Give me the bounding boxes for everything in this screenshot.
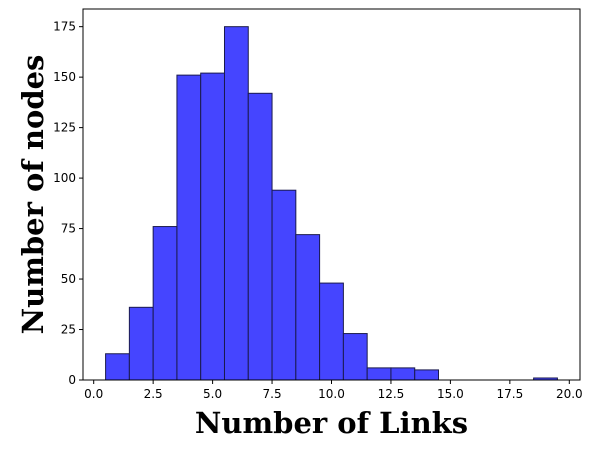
x-tick-label: 17.5 [496, 387, 523, 401]
x-tick-label: 15.0 [437, 387, 464, 401]
plot-frame [82, 8, 581, 381]
y-tick-label: 150 [53, 70, 76, 84]
x-axis-label: Number of Links [195, 406, 468, 440]
histogram-bar [247, 92, 273, 381]
y-axis-ticks: 0 25 50 75 100 125 150 175 [53, 20, 83, 387]
x-tick-label: 7.5 [263, 387, 282, 401]
y-tick-label: 0 [68, 373, 76, 387]
y-tick-label: 25 [61, 323, 76, 337]
bars-group [105, 26, 558, 381]
histogram-bar [152, 226, 178, 381]
histogram-bar [105, 353, 130, 381]
x-tick-label: 10.0 [318, 387, 345, 401]
histogram-bar [271, 189, 297, 381]
histogram-bar [366, 367, 392, 381]
y-tick-label: 175 [53, 20, 76, 34]
x-tick-label: 0.0 [84, 387, 103, 401]
histogram-bar [128, 306, 154, 381]
histogram-bar [414, 369, 440, 381]
y-tick-label: 100 [53, 171, 76, 185]
x-tick-label: 12.5 [378, 387, 405, 401]
x-tick-label: 2.5 [144, 387, 163, 401]
y-tick-label: 50 [61, 272, 76, 286]
x-axis-ticks: 0.0 2.5 5.0 7.5 10.0 12.5 15.0 17.5 20.0 [84, 380, 583, 401]
histogram-bar [200, 72, 225, 381]
histogram-bar [176, 74, 202, 381]
y-tick-label: 125 [53, 121, 76, 135]
histogram-bar [319, 282, 344, 381]
histogram-bar [390, 367, 416, 381]
x-tick-label: 20.0 [556, 387, 583, 401]
histogram-bar [342, 333, 368, 381]
histogram-bar [295, 234, 321, 381]
histogram-bar [223, 26, 249, 381]
y-tick-label: 75 [61, 222, 76, 236]
x-tick-label: 5.0 [203, 387, 222, 401]
y-axis-label: Number of nodes [16, 55, 50, 335]
